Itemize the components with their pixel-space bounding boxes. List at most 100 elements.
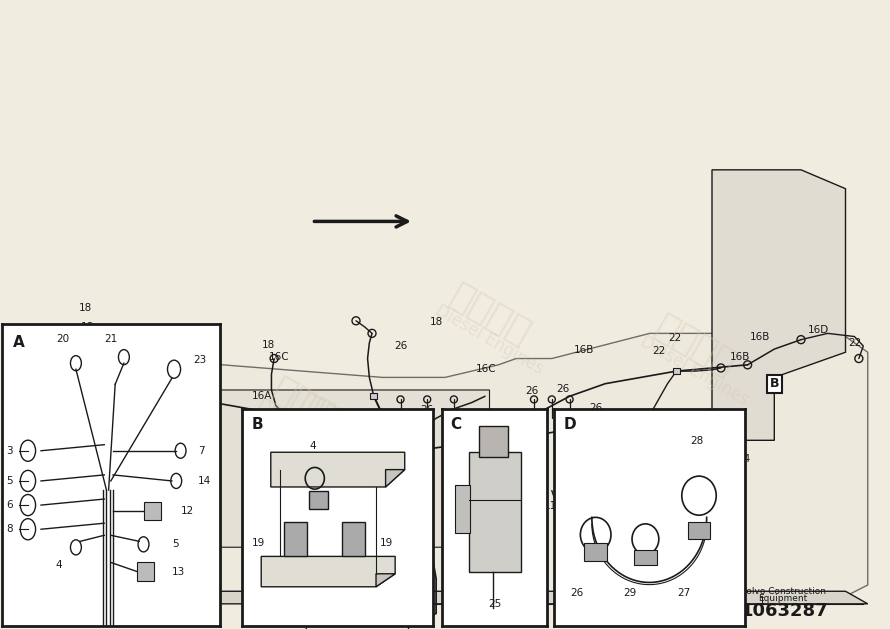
Bar (143, 502, 161, 520)
Polygon shape (376, 574, 395, 587)
Text: 26: 26 (519, 473, 531, 483)
Bar (584, 543, 607, 561)
Text: Diesel Engines: Diesel Engines (300, 454, 376, 503)
Text: 26: 26 (556, 384, 569, 394)
Text: 16B: 16B (405, 615, 425, 625)
Text: 21: 21 (104, 334, 117, 344)
Bar (137, 562, 155, 581)
Polygon shape (712, 170, 845, 440)
Polygon shape (9, 390, 71, 547)
Text: 16A: 16A (252, 391, 271, 401)
Text: Diesel Engines: Diesel Engines (14, 459, 128, 535)
Text: 22: 22 (668, 333, 681, 343)
Bar (148, 390, 155, 396)
Text: 16A: 16A (74, 484, 93, 494)
Text: 16C: 16C (269, 352, 290, 362)
Text: 22: 22 (569, 442, 581, 452)
Text: 紫发动力: 紫发动力 (288, 388, 388, 467)
Text: D: D (563, 416, 576, 431)
Text: 16C: 16C (475, 364, 497, 374)
Text: 11: 11 (544, 501, 556, 511)
Text: 18: 18 (263, 340, 275, 350)
Polygon shape (262, 557, 395, 587)
Text: 23: 23 (194, 355, 206, 365)
Text: 16B: 16B (574, 345, 594, 355)
Text: A: A (12, 335, 24, 350)
Bar (634, 550, 657, 565)
Text: 紫发动力: 紫发动力 (25, 435, 117, 508)
Text: 22: 22 (652, 346, 665, 356)
Text: 4: 4 (309, 441, 316, 451)
Text: 紫发动力: 紫发动力 (91, 458, 141, 498)
Text: 29: 29 (624, 588, 636, 598)
Text: 19: 19 (252, 538, 265, 548)
Bar (395, 450, 402, 456)
Text: 1: 1 (758, 596, 765, 606)
Bar (673, 368, 680, 374)
Text: 16B: 16B (731, 352, 750, 362)
Text: 19: 19 (380, 538, 393, 548)
Text: Diesel Engines: Diesel Engines (255, 396, 368, 472)
Text: C: C (450, 416, 462, 431)
Text: 25: 25 (86, 467, 99, 477)
Text: B: B (770, 377, 779, 390)
Text: 紫发动力: 紫发动力 (265, 372, 358, 445)
Bar (309, 491, 328, 509)
Text: A: A (528, 426, 537, 439)
Polygon shape (49, 591, 868, 604)
Bar (388, 431, 395, 437)
Text: 26: 26 (316, 468, 328, 478)
Text: 5: 5 (6, 476, 12, 486)
Bar (468, 452, 522, 572)
Bar (370, 393, 377, 399)
Text: 26: 26 (327, 450, 339, 460)
Text: 26: 26 (590, 403, 603, 413)
Text: 24: 24 (738, 454, 750, 464)
Text: Diesel Engines: Diesel Engines (30, 421, 201, 535)
Bar (455, 485, 470, 533)
Text: 紫发动力: 紫发动力 (59, 408, 173, 498)
Text: 26: 26 (421, 405, 433, 415)
Bar (479, 426, 508, 457)
Text: 5: 5 (172, 539, 179, 549)
Text: 27: 27 (677, 588, 691, 598)
Text: C: C (92, 508, 101, 521)
Text: 18: 18 (430, 317, 442, 327)
Text: 14: 14 (198, 476, 211, 486)
Text: 紫发动力: 紫发动力 (648, 309, 740, 382)
Text: Diesel Engines: Diesel Engines (637, 333, 751, 409)
Text: 2: 2 (304, 582, 311, 593)
Bar (284, 521, 307, 557)
Text: 22: 22 (506, 454, 519, 464)
Polygon shape (271, 452, 405, 487)
Text: 3: 3 (6, 446, 12, 456)
Text: 16B: 16B (750, 332, 770, 342)
Text: B: B (252, 416, 263, 431)
Text: 16A: 16A (184, 369, 204, 379)
Text: 1063287: 1063287 (741, 603, 829, 620)
Polygon shape (385, 470, 405, 487)
Text: Diesel Engines: Diesel Engines (73, 474, 158, 532)
Text: 26: 26 (526, 386, 538, 396)
Text: 8: 8 (6, 524, 12, 534)
Text: 紫发动力: 紫发动力 (316, 435, 360, 470)
Text: 10: 10 (535, 484, 547, 494)
Text: 16A: 16A (296, 467, 316, 477)
Text: 17: 17 (311, 565, 323, 575)
Polygon shape (62, 333, 868, 596)
Text: 17: 17 (385, 431, 398, 442)
Text: 6: 6 (6, 500, 12, 510)
Bar (688, 521, 710, 539)
Text: 16A: 16A (287, 435, 307, 445)
Text: 22: 22 (848, 338, 861, 348)
Text: 4: 4 (55, 560, 61, 571)
Text: Equipment: Equipment (758, 594, 808, 603)
Bar (646, 412, 653, 418)
Text: 16D: 16D (808, 325, 829, 335)
Text: 9: 9 (589, 498, 596, 508)
Text: Diesel Engines: Diesel Engines (263, 403, 414, 503)
Text: 28: 28 (691, 437, 704, 447)
Text: 12: 12 (181, 506, 194, 516)
Bar (281, 412, 288, 418)
Text: 紫发动力: 紫发动力 (443, 278, 536, 351)
